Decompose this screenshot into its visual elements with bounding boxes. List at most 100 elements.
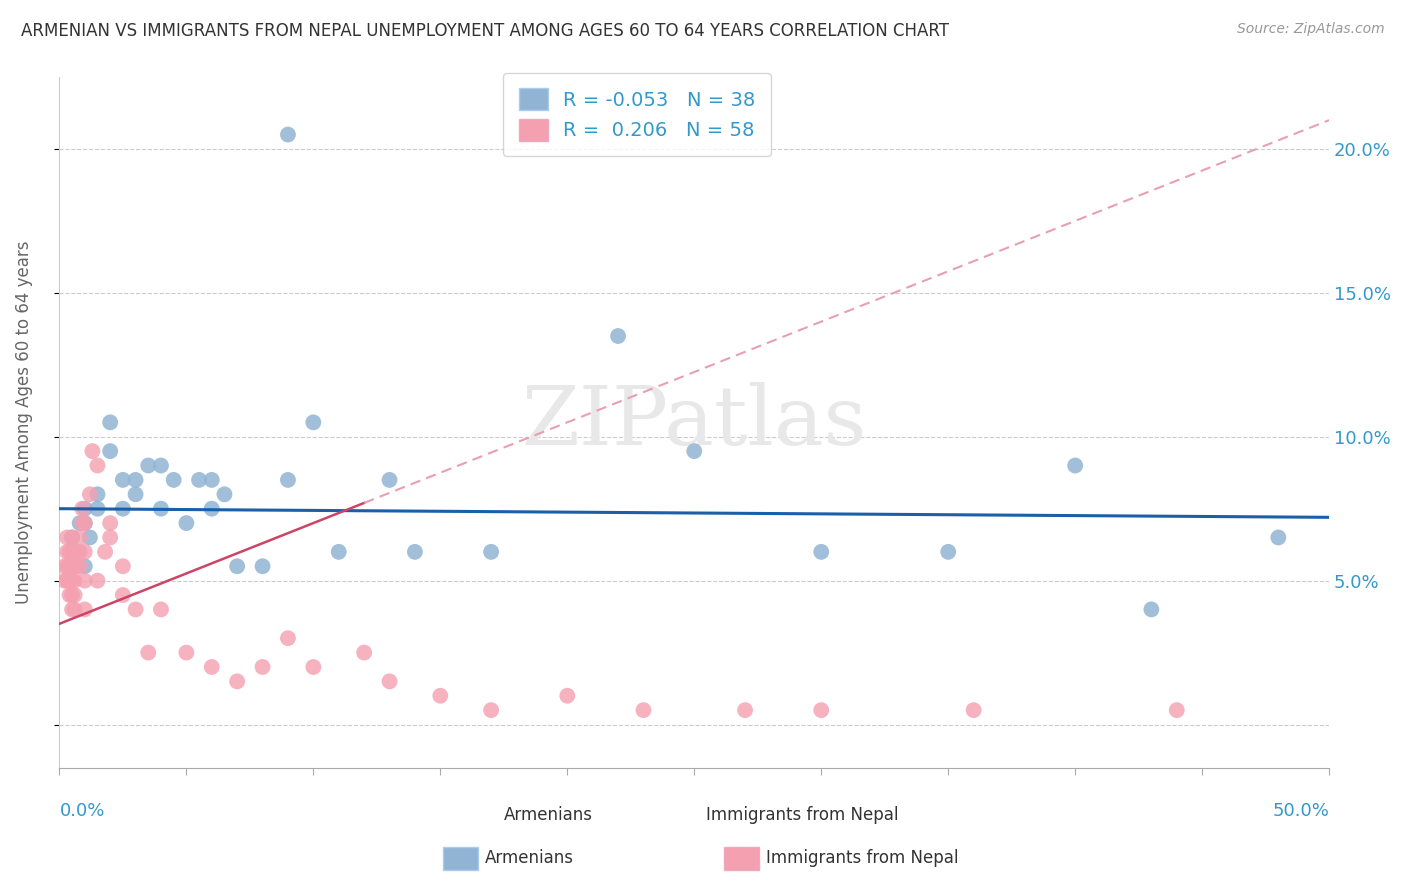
Point: [86, 487, 108, 501]
Point: [63, 588, 86, 602]
Point: [66, 545, 89, 559]
Text: 0.0%: 0.0%: [59, 802, 105, 821]
Point: [60, 545, 83, 559]
Point: [136, 458, 159, 473]
Point: [734, 703, 756, 717]
Point: [111, 588, 134, 602]
Point: [176, 646, 198, 660]
Point: [79, 487, 101, 501]
Point: [252, 559, 274, 574]
Point: [66, 559, 89, 574]
Point: [98, 516, 121, 530]
Point: [69, 516, 91, 530]
Point: [63, 602, 86, 616]
Point: [111, 559, 134, 574]
Point: [73, 574, 96, 588]
Point: [277, 631, 299, 645]
Point: [302, 660, 325, 674]
Point: [73, 516, 96, 530]
Point: [60, 559, 83, 574]
Point: [73, 545, 96, 559]
Point: [56, 574, 79, 588]
Point: [63, 574, 86, 588]
Point: [98, 531, 121, 545]
Point: [479, 703, 502, 717]
Point: [149, 458, 172, 473]
Point: [56, 531, 79, 545]
Point: [277, 473, 299, 487]
Point: [98, 415, 121, 429]
Point: [73, 501, 96, 516]
Point: [479, 545, 502, 559]
Point: [378, 473, 401, 487]
Point: [163, 473, 186, 487]
Point: [1064, 458, 1087, 473]
Point: [683, 444, 706, 458]
Point: [214, 487, 236, 501]
Point: [188, 473, 211, 487]
Point: [810, 545, 832, 559]
Text: 50.0%: 50.0%: [1272, 802, 1329, 821]
Point: [73, 602, 96, 616]
Point: [60, 602, 83, 616]
Point: [962, 703, 984, 717]
Text: Immigrants from Nepal: Immigrants from Nepal: [766, 849, 959, 867]
Point: [53, 559, 76, 574]
Text: ZIPatlas: ZIPatlas: [522, 383, 868, 462]
Point: [1267, 531, 1289, 545]
Text: Source: ZipAtlas.com: Source: ZipAtlas.com: [1237, 22, 1385, 37]
Point: [124, 473, 146, 487]
Point: [58, 559, 80, 574]
Point: [58, 574, 80, 588]
Point: [86, 458, 108, 473]
Point: [53, 574, 76, 588]
Point: [56, 545, 79, 559]
Point: [60, 574, 83, 588]
Point: [70, 501, 93, 516]
Point: [94, 545, 117, 559]
Text: Immigrants from Nepal: Immigrants from Nepal: [706, 805, 898, 823]
Y-axis label: Unemployment Among Ages 60 to 64 years: Unemployment Among Ages 60 to 64 years: [15, 241, 32, 604]
Point: [111, 473, 134, 487]
Point: [810, 703, 832, 717]
Point: [429, 689, 451, 703]
Point: [82, 444, 104, 458]
Point: [60, 588, 83, 602]
Point: [607, 329, 630, 343]
Point: [378, 674, 401, 689]
Point: [633, 703, 655, 717]
Point: [555, 689, 578, 703]
Point: [69, 559, 91, 574]
Point: [124, 487, 146, 501]
Point: [149, 501, 172, 516]
Point: [70, 516, 93, 530]
Point: [226, 674, 249, 689]
Point: [79, 531, 101, 545]
Point: [1140, 602, 1163, 616]
Point: [1166, 703, 1188, 717]
Point: [58, 588, 80, 602]
Point: [124, 602, 146, 616]
Point: [86, 574, 108, 588]
Point: [936, 545, 959, 559]
Point: [98, 444, 121, 458]
Point: [69, 531, 91, 545]
Point: [328, 545, 350, 559]
Point: [73, 516, 96, 530]
Point: [136, 646, 159, 660]
Point: [56, 559, 79, 574]
Point: [58, 545, 80, 559]
Point: [226, 559, 249, 574]
Text: Armenians: Armenians: [503, 805, 593, 823]
Point: [252, 660, 274, 674]
Point: [353, 646, 375, 660]
Legend: R = -0.053   N = 38, R =  0.206   N = 58: R = -0.053 N = 38, R = 0.206 N = 58: [503, 73, 770, 156]
Point: [149, 602, 172, 616]
Point: [176, 516, 198, 530]
Point: [111, 501, 134, 516]
Point: [201, 501, 224, 516]
Point: [201, 660, 224, 674]
Point: [277, 128, 299, 142]
Point: [86, 501, 108, 516]
Text: Armenians: Armenians: [485, 849, 574, 867]
